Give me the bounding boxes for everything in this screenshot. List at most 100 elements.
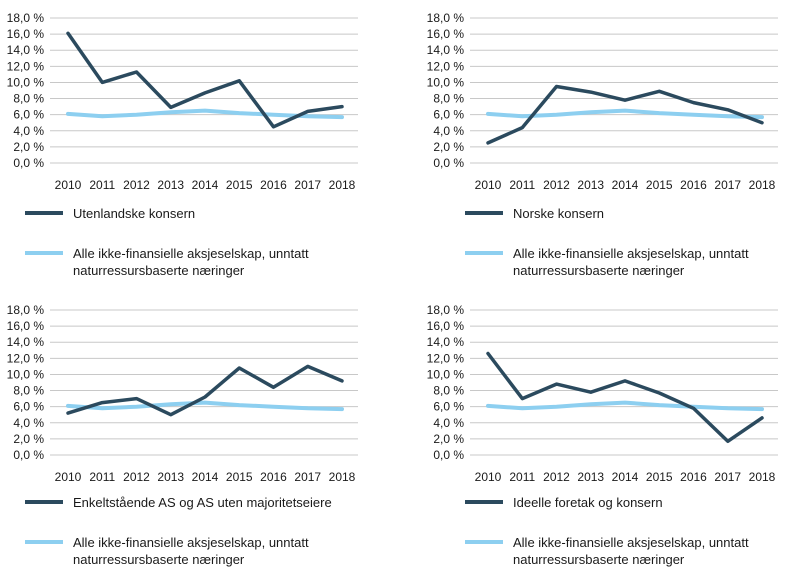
x-tick-label: 2012 bbox=[543, 178, 570, 192]
x-tick-label: 2018 bbox=[329, 470, 356, 484]
baseline-series-line bbox=[486, 400, 764, 412]
x-tick-label: 2017 bbox=[294, 470, 321, 484]
legend-item-series: Ideelle foretak og konsern bbox=[465, 494, 800, 511]
x-tick-label: 2016 bbox=[260, 470, 287, 484]
x-tick-label: 2016 bbox=[260, 178, 287, 192]
legend-label: Ideelle foretak og konsern bbox=[513, 495, 663, 510]
line-chart-enkeltstaende: 0,0 % 2,0 % 4,0 % 6,0 % 8,0 % 10,0 % 12,0 % 14,… bbox=[7, 303, 358, 484]
y-tick-label: 4,0 % bbox=[433, 416, 464, 430]
y-tick-label: 18,0 % bbox=[427, 11, 465, 25]
y-tick-label: 6,0 % bbox=[13, 400, 44, 414]
x-tick-label: 2018 bbox=[749, 470, 776, 484]
y-tick-label: 2,0 % bbox=[13, 432, 44, 446]
x-tick-label: 2014 bbox=[612, 178, 639, 192]
y-tick-label: 10,0 % bbox=[7, 75, 45, 89]
legend-item-baseline: Alle ikke-finansielle aksjeselskap, unnt… bbox=[25, 245, 363, 279]
legend-swatch-light bbox=[465, 540, 503, 544]
x-tick-label: 2012 bbox=[543, 470, 570, 484]
x-tick-label: 2015 bbox=[646, 470, 673, 484]
x-tick-label: 2011 bbox=[509, 470, 535, 484]
series-line bbox=[486, 84, 764, 145]
y-tick-label: 16,0 % bbox=[427, 319, 465, 333]
line-chart-utenlandske: 0,0 % 2,0 % 4,0 % 6,0 % 8,0 % 10,0 % 12,0 % 14,… bbox=[7, 11, 358, 192]
legend-swatch-light bbox=[25, 251, 63, 255]
legend-item-series: Enkeltstående AS og AS uten majoritetsei… bbox=[25, 494, 363, 511]
y-tick-label: 6,0 % bbox=[433, 108, 464, 122]
y-tick-label: 8,0 % bbox=[13, 384, 44, 398]
x-tick-label: 2017 bbox=[714, 470, 741, 484]
y-tick-label: 2,0 % bbox=[13, 140, 44, 154]
legend-label: Utenlandske konsern bbox=[73, 206, 196, 221]
legend-item-baseline: Alle ikke-finansielle aksjeselskap, unnt… bbox=[465, 245, 800, 279]
x-tick-label: 2017 bbox=[714, 178, 741, 192]
x-tick-label: 2011 bbox=[509, 178, 535, 192]
x-tick-label: 2010 bbox=[55, 178, 82, 192]
x-tick-label: 2013 bbox=[157, 178, 184, 192]
legend-swatch-dark bbox=[465, 500, 503, 504]
legend-label: Alle ikke-finansielle aksjeselskap, unnt… bbox=[73, 535, 309, 567]
baseline-series-line bbox=[486, 108, 764, 120]
y-tick-label: 10,0 % bbox=[427, 75, 465, 89]
legend-item-baseline: Alle ikke-finansielle aksjeselskap, unnt… bbox=[25, 534, 363, 568]
legend-label: Alle ikke-finansielle aksjeselskap, unnt… bbox=[513, 246, 749, 278]
legend-label: Alle ikke-finansielle aksjeselskap, unnt… bbox=[73, 246, 309, 278]
x-tick-label: 2015 bbox=[226, 470, 253, 484]
x-tick-label: 2014 bbox=[192, 178, 219, 192]
y-tick-label: 10,0 % bbox=[7, 367, 45, 381]
x-tick-label: 2012 bbox=[123, 178, 150, 192]
y-tick-label: 14,0 % bbox=[427, 335, 465, 349]
y-tick-label: 0,0 % bbox=[433, 448, 464, 462]
legend-swatch-dark bbox=[465, 211, 503, 215]
x-tick-label: 2010 bbox=[55, 470, 82, 484]
y-tick-label: 4,0 % bbox=[13, 124, 44, 138]
y-tick-label: 14,0 % bbox=[427, 43, 465, 57]
legend-swatch-light bbox=[25, 540, 63, 544]
y-tick-label: 14,0 % bbox=[7, 43, 45, 57]
legend-label: Norske konsern bbox=[513, 206, 605, 221]
legend-swatch-dark bbox=[25, 211, 63, 215]
x-tick-label: 2018 bbox=[329, 178, 356, 192]
y-tick-label: 8,0 % bbox=[433, 384, 464, 398]
chart-panel-norske: 0,0 % 2,0 % 4,0 % 6,0 % 8,0 % 10,0 % 12,0 % 14,… bbox=[420, 0, 800, 290]
legend-label: Enkeltstående AS og AS uten majoritetsei… bbox=[73, 495, 332, 510]
y-tick-label: 16,0 % bbox=[7, 27, 45, 41]
x-tick-label: 2015 bbox=[646, 178, 673, 192]
y-tick-label: 8,0 % bbox=[433, 92, 464, 106]
legend-item-baseline: Alle ikke-finansielle aksjeselskap, unnt… bbox=[465, 534, 800, 568]
legend-item-series: Utenlandske konsern bbox=[25, 205, 363, 222]
series-line bbox=[66, 31, 344, 129]
series-line bbox=[486, 351, 764, 444]
x-tick-label: 2016 bbox=[680, 178, 707, 192]
legend-swatch-dark bbox=[25, 500, 63, 504]
y-tick-label: 0,0 % bbox=[13, 448, 44, 462]
x-tick-label: 2013 bbox=[157, 470, 184, 484]
y-tick-label: 12,0 % bbox=[427, 59, 465, 73]
y-tick-label: 8,0 % bbox=[13, 92, 44, 106]
y-tick-label: 4,0 % bbox=[433, 124, 464, 138]
line-chart-ideelle: 0,0 % 2,0 % 4,0 % 6,0 % 8,0 % 10,0 % 12,0 % 14,… bbox=[427, 303, 778, 484]
x-tick-label: 2018 bbox=[749, 178, 776, 192]
x-tick-label: 2015 bbox=[226, 178, 253, 192]
x-tick-label: 2010 bbox=[475, 470, 502, 484]
y-tick-label: 6,0 % bbox=[13, 108, 44, 122]
y-tick-label: 16,0 % bbox=[7, 319, 45, 333]
x-tick-label: 2013 bbox=[577, 178, 604, 192]
series-line bbox=[66, 364, 344, 417]
x-tick-label: 2013 bbox=[577, 470, 604, 484]
y-tick-label: 18,0 % bbox=[7, 303, 45, 317]
legend-label: Alle ikke-finansielle aksjeselskap, unnt… bbox=[513, 535, 749, 567]
y-tick-label: 14,0 % bbox=[7, 335, 45, 349]
legend-swatch-light bbox=[465, 251, 503, 255]
line-chart-norske: 0,0 % 2,0 % 4,0 % 6,0 % 8,0 % 10,0 % 12,0 % 14,… bbox=[427, 11, 778, 192]
y-tick-label: 12,0 % bbox=[7, 59, 45, 73]
y-tick-label: 6,0 % bbox=[433, 400, 464, 414]
x-tick-label: 2012 bbox=[123, 470, 150, 484]
x-tick-label: 2014 bbox=[612, 470, 639, 484]
chart-panel-enkeltstaende: 0,0 % 2,0 % 4,0 % 6,0 % 8,0 % 10,0 % 12,0 % 14,… bbox=[0, 292, 400, 582]
x-tick-label: 2011 bbox=[89, 470, 115, 484]
y-tick-label: 2,0 % bbox=[433, 140, 464, 154]
y-tick-label: 12,0 % bbox=[7, 351, 45, 365]
baseline-series-line bbox=[66, 400, 344, 412]
y-tick-label: 12,0 % bbox=[427, 351, 465, 365]
y-tick-label: 0,0 % bbox=[13, 156, 44, 170]
